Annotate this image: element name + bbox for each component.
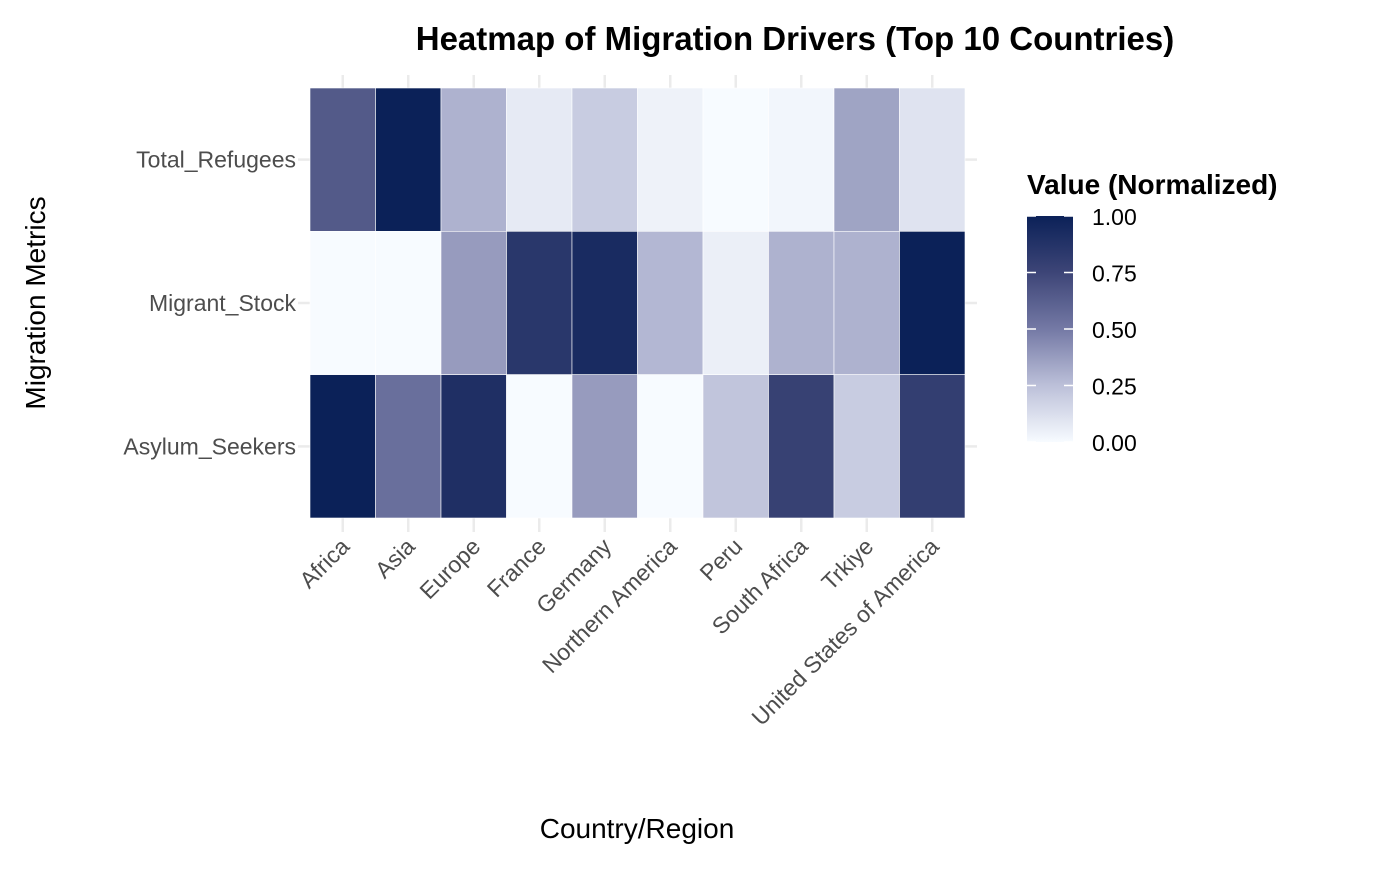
heatmap-cell [506,374,573,519]
heatmap-cell [833,87,900,232]
heatmap-cell [899,231,966,375]
heatmap-cell [899,374,966,519]
heatmap-cell [833,374,900,519]
heatmap-cell [506,87,573,232]
heatmap-cell [833,231,900,375]
heatmap-cell [309,374,376,519]
legend-title: Value (Normalized) [1027,169,1278,200]
y-tick-label: Asylum_Seekers [123,433,296,459]
heatmap-cell [375,374,442,519]
x-axis-title: Country/Region [540,813,735,844]
heatmap-cell [506,231,573,375]
heatmap-tiles [309,87,966,519]
heatmap-cell [440,231,507,375]
legend-tick-label: 0.00 [1092,430,1137,456]
chart-title: Heatmap of Migration Drivers (Top 10 Cou… [416,20,1174,57]
x-tick-label: Trkiye [816,533,878,595]
heatmap-cell [637,231,704,375]
heatmap-cell [440,87,507,232]
heatmap-cell [768,87,835,232]
heatmap-cell [702,231,769,375]
legend-tick-label: 0.25 [1092,374,1137,400]
heatmap-cell [899,87,966,232]
heatmap-cell [375,231,442,375]
heatmap-cell [571,87,638,232]
legend-tick-label: 0.50 [1092,317,1137,343]
legend-tick-label: 0.75 [1092,261,1137,287]
heatmap-cell [309,231,376,375]
legend-tick-label: 1.00 [1092,204,1137,230]
y-axis-labels: Total_Refugees Migrant_Stock Asylum_Seeker… [123,147,296,460]
heatmap-cell [768,231,835,375]
heatmap-cell [702,87,769,232]
heatmap-cell [309,87,376,232]
heatmap-cell [702,374,769,519]
heatmap-cell [571,374,638,519]
heatmap-cell [571,231,638,375]
heatmap-cell [768,374,835,519]
y-tick-label: Total_Refugees [136,147,296,173]
heatmap-cell [375,87,442,232]
x-tick-label: Peru [695,533,748,586]
heatmap-cell [440,374,507,519]
heatmap-cell [637,374,704,519]
x-tick-label: Europe [414,533,485,604]
y-tick-label: Migrant_Stock [149,290,297,316]
legend: Value (Normalized) 0.00 0.25 0.50 0.75 1.00 [1027,169,1278,456]
x-tick-label: Asia [370,533,420,583]
heatmap-cell [637,87,704,232]
y-axis-title: Migration Metrics [20,196,51,409]
x-tick-label: Africa [294,533,354,593]
